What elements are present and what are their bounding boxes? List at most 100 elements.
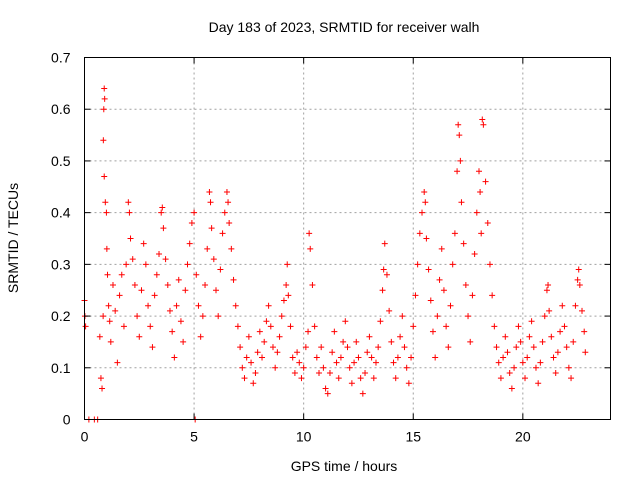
data-point	[160, 225, 167, 232]
data-point	[219, 230, 226, 237]
data-point	[524, 354, 531, 361]
data-point	[142, 261, 149, 268]
data-point	[495, 359, 502, 366]
data-point	[252, 369, 259, 376]
data-point	[497, 375, 504, 382]
data-point	[359, 390, 366, 397]
data-point	[99, 385, 106, 392]
data-point	[106, 318, 113, 325]
data-point	[467, 338, 474, 345]
data-point	[82, 323, 89, 330]
data-point	[517, 338, 524, 345]
x-tick-label: 5	[190, 429, 198, 445]
data-point	[259, 354, 266, 361]
data-point	[579, 307, 586, 314]
data-point	[202, 282, 209, 289]
data-point	[412, 292, 419, 299]
data-point	[145, 302, 152, 309]
data-point	[392, 375, 399, 382]
data-point	[101, 173, 108, 180]
data-point	[158, 209, 165, 216]
data-point	[478, 230, 485, 237]
data-point	[552, 369, 559, 376]
data-point	[177, 318, 184, 325]
data-point	[307, 245, 314, 252]
data-point	[432, 354, 439, 361]
data-point	[102, 199, 109, 206]
data-point	[397, 333, 404, 340]
data-point	[261, 338, 268, 345]
data-point	[230, 276, 237, 283]
data-point	[109, 282, 116, 289]
data-point	[97, 375, 104, 382]
data-point	[419, 209, 426, 216]
data-point	[147, 323, 154, 330]
data-point	[101, 85, 108, 92]
data-point	[458, 199, 465, 206]
data-point	[570, 338, 577, 345]
data-point	[237, 344, 244, 351]
data-point	[298, 375, 305, 382]
y-tick-label: 0.4	[51, 205, 71, 221]
data-point	[100, 106, 107, 113]
data-point	[508, 385, 515, 392]
data-point	[554, 349, 561, 356]
data-point	[410, 323, 417, 330]
data-point	[486, 261, 493, 268]
data-point	[355, 354, 362, 361]
data-point	[484, 219, 491, 226]
data-point	[438, 245, 445, 252]
data-point	[348, 380, 355, 387]
x-tick-labels: 0 5 10 15 20	[81, 429, 531, 445]
data-point	[159, 204, 166, 211]
data-point	[528, 318, 535, 325]
data-point	[311, 323, 318, 330]
data-point	[256, 328, 263, 335]
plot-frame	[84, 57, 611, 420]
data-point	[104, 271, 111, 278]
data-point	[184, 261, 191, 268]
y-tick-label: 0.6	[51, 101, 71, 117]
y-tick-label: 0.3	[51, 256, 71, 272]
data-point	[388, 338, 395, 345]
data-point	[100, 137, 107, 144]
data-point	[199, 313, 206, 320]
data-point	[530, 344, 537, 351]
data-point	[401, 344, 408, 351]
data-point	[500, 354, 507, 361]
data-point	[285, 292, 292, 299]
data-point	[186, 240, 193, 247]
data-point	[471, 251, 478, 258]
data-point	[469, 292, 476, 299]
data-point	[353, 338, 360, 345]
data-point	[473, 209, 480, 216]
data-point	[228, 245, 235, 252]
data-point	[548, 333, 555, 340]
data-point	[370, 375, 377, 382]
data-point	[294, 349, 301, 356]
data-point	[456, 132, 463, 139]
data-point	[568, 375, 575, 382]
data-point	[502, 333, 509, 340]
data-point	[565, 364, 572, 371]
data-point	[96, 333, 103, 340]
data-point	[284, 261, 291, 268]
data-point	[546, 307, 553, 314]
x-tick-label: 15	[405, 429, 421, 445]
data-point	[522, 375, 529, 382]
chart-title: Day 183 of 2023, SRMTID for receiver wal…	[209, 19, 480, 35]
data-point	[515, 323, 522, 330]
data-point	[563, 344, 570, 351]
data-point	[539, 338, 546, 345]
data-point	[306, 230, 313, 237]
data-point	[125, 199, 132, 206]
data-point	[138, 287, 145, 294]
data-point	[582, 349, 589, 356]
data-point	[193, 271, 200, 278]
data-point	[234, 323, 241, 330]
data-point	[296, 359, 303, 366]
data-point	[550, 354, 557, 361]
data-point	[434, 313, 441, 320]
data-point	[263, 318, 270, 325]
data-point	[156, 251, 163, 258]
